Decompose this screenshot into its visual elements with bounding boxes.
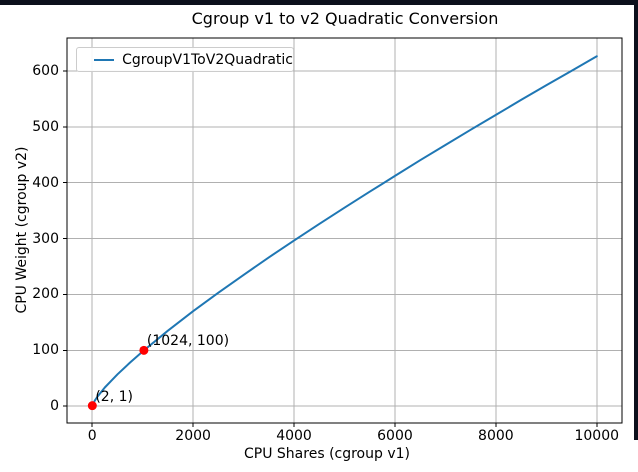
y-tick-label: 0 [50,398,59,415]
chart-title: Cgroup v1 to v2 Quadratic Conversion [191,9,499,28]
x-tick-label: 2000 [175,428,211,444]
annotation-marker [139,345,149,355]
legend-entry-label: CgroupV1ToV2Quadratic [122,51,293,68]
y-tick-label: 500 [32,118,59,135]
x-tick-label: 8000 [478,428,514,444]
x-tick-label: 6000 [377,428,413,444]
y-tick-label: 400 [32,174,59,191]
legend: CgroupV1ToV2Quadratic [76,47,294,72]
y-tick-label: 100 [32,342,59,359]
legend-line-sample [94,58,115,61]
x-tick-label: 10000 [574,428,620,444]
window-border-right [634,0,638,440]
axes-border [66,37,623,424]
y-tick-label: 300 [32,230,59,247]
x-tick-label: 4000 [276,428,312,444]
x-axis-label: CPU Shares (cgroup v1) [244,446,410,462]
y-tick-label: 600 [32,62,59,79]
x-tick-label: 0 [87,428,97,444]
annotation-label: (1024, 100) [146,333,230,350]
annotation-label: (2, 1) [95,388,133,405]
y-tick-label: 200 [32,286,59,303]
series-line [91,55,598,407]
window-border-top [0,0,638,5]
annotation-marker [87,401,97,411]
